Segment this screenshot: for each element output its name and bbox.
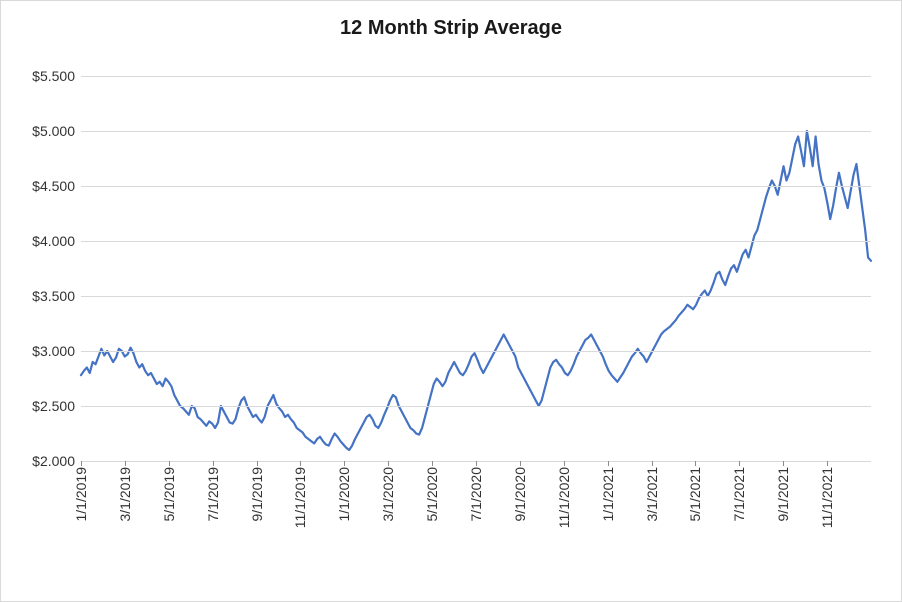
gridline [81,131,871,132]
x-tick-mark [476,461,477,466]
x-tick-label: 11/1/2020 [556,467,572,528]
x-tick-mark [300,461,301,466]
x-tick-label: 3/1/2019 [117,467,133,522]
line-series [81,76,871,461]
chart-title: 12 Month Strip Average [1,17,901,40]
x-tick-label: 5/1/2020 [424,467,440,522]
x-tick-label: 7/1/2019 [205,467,221,522]
y-tick-label: $2.500 [32,398,75,414]
y-tick-label: $3.500 [32,288,75,304]
x-tick-label: 9/1/2021 [775,467,791,522]
x-tick-label: 7/1/2021 [731,467,747,522]
x-tick-label: 1/1/2020 [336,467,352,522]
x-tick-mark [652,461,653,466]
x-tick-mark [608,461,609,466]
y-tick-label: $3.000 [32,343,75,359]
x-tick-mark [695,461,696,466]
x-tick-label: 1/1/2019 [73,467,89,522]
plot-area: $2.000$2.500$3.000$3.500$4.000$4.500$5.0… [81,76,871,461]
gridline [81,186,871,187]
x-tick-label: 5/1/2019 [161,467,177,522]
y-tick-label: $4.000 [32,233,75,249]
x-tick-label: 1/1/2021 [600,467,616,522]
x-tick-label: 7/1/2020 [468,467,484,522]
x-tick-label: 3/1/2021 [644,467,660,522]
gridline [81,241,871,242]
x-tick-mark [388,461,389,466]
x-tick-mark [125,461,126,466]
gridline [81,351,871,352]
y-tick-label: $2.000 [32,453,75,469]
x-tick-mark [432,461,433,466]
x-tick-mark [213,461,214,466]
x-tick-label: 11/1/2019 [292,467,308,528]
chart-container: 12 Month Strip Average $2.000$2.500$3.00… [0,0,902,602]
y-tick-label: $4.500 [32,178,75,194]
gridline [81,406,871,407]
gridline [81,296,871,297]
x-tick-mark [344,461,345,466]
x-tick-label: 5/1/2021 [687,467,703,522]
y-tick-label: $5.000 [32,123,75,139]
x-tick-mark [827,461,828,466]
x-tick-mark [169,461,170,466]
series-line [81,131,871,450]
x-tick-mark [739,461,740,466]
x-tick-label: 9/1/2020 [512,467,528,522]
x-tick-label: 3/1/2020 [380,467,396,522]
x-tick-label: 9/1/2019 [249,467,265,522]
x-tick-mark [257,461,258,466]
y-tick-label: $5.500 [32,68,75,84]
x-tick-mark [564,461,565,466]
x-tick-mark [520,461,521,466]
x-tick-mark [783,461,784,466]
x-tick-label: 11/1/2021 [819,467,835,528]
gridline [81,76,871,77]
x-tick-mark [81,461,82,466]
